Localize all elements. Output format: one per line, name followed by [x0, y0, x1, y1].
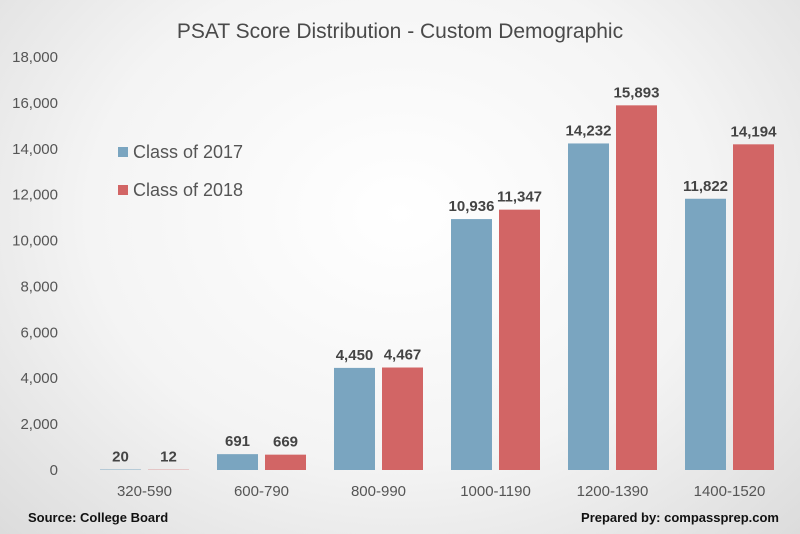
y-tick-label: 16,000 — [12, 95, 58, 112]
data-label: 4,467 — [384, 347, 422, 364]
x-tick-label: 320-590 — [117, 483, 172, 500]
source-note: Source: College Board — [28, 510, 168, 525]
data-label: 12 — [160, 449, 177, 466]
data-label: 11,347 — [497, 189, 542, 206]
bar — [685, 198, 726, 470]
x-tick-label: 1400-1520 — [694, 483, 766, 500]
y-tick-label: 12,000 — [12, 187, 58, 204]
x-tick-label: 1000-1190 — [460, 483, 531, 500]
data-label: 10,936 — [449, 198, 495, 215]
data-label: 4,450 — [336, 347, 374, 364]
bar — [451, 219, 492, 470]
y-tick-label: 8,000 — [20, 278, 58, 295]
y-tick-label: 18,000 — [12, 49, 58, 66]
y-tick-label: 6,000 — [20, 324, 58, 341]
bar — [616, 105, 657, 471]
bar — [382, 367, 423, 470]
data-label: 14,194 — [731, 123, 778, 140]
legend: Class of 2017 Class of 2018 — [118, 142, 243, 200]
data-label: 11,822 — [683, 178, 728, 195]
y-tick-label: 4,000 — [20, 370, 58, 387]
chart-title: PSAT Score Distribution - Custom Demogra… — [177, 20, 623, 43]
legend-swatch — [118, 147, 128, 157]
x-tick-label: 800-990 — [351, 483, 406, 500]
data-label: 14,232 — [566, 122, 612, 139]
y-tick-label: 10,000 — [12, 233, 58, 250]
data-label: 15,893 — [614, 84, 660, 101]
y-axis: 0 2,000 4,000 6,000 8,000 10,000 12,000 14,000 1… — [12, 49, 58, 479]
prepared-by-note: Prepared by: compassprep.com — [581, 510, 779, 525]
bar — [334, 367, 375, 470]
bar — [568, 143, 609, 471]
y-tick-label: 0 — [50, 462, 58, 479]
data-label: 691 — [225, 433, 250, 450]
legend-label: Class of 2017 — [133, 142, 243, 162]
x-tick-label: 600-790 — [234, 483, 289, 500]
y-tick-label: 2,000 — [20, 416, 58, 433]
legend-swatch — [118, 185, 128, 195]
x-axis: 320-590 600-790 800-990 1000-1190 1200-1390 1… — [117, 483, 765, 500]
bar — [499, 209, 540, 470]
legend-label: Class of 2018 — [133, 180, 243, 200]
data-label: 20 — [112, 449, 129, 466]
bar — [733, 144, 774, 471]
bar — [265, 454, 306, 470]
bar — [217, 454, 258, 470]
data-label: 669 — [273, 434, 298, 451]
x-tick-label: 1200-1390 — [577, 483, 649, 500]
y-tick-label: 14,000 — [12, 141, 58, 158]
